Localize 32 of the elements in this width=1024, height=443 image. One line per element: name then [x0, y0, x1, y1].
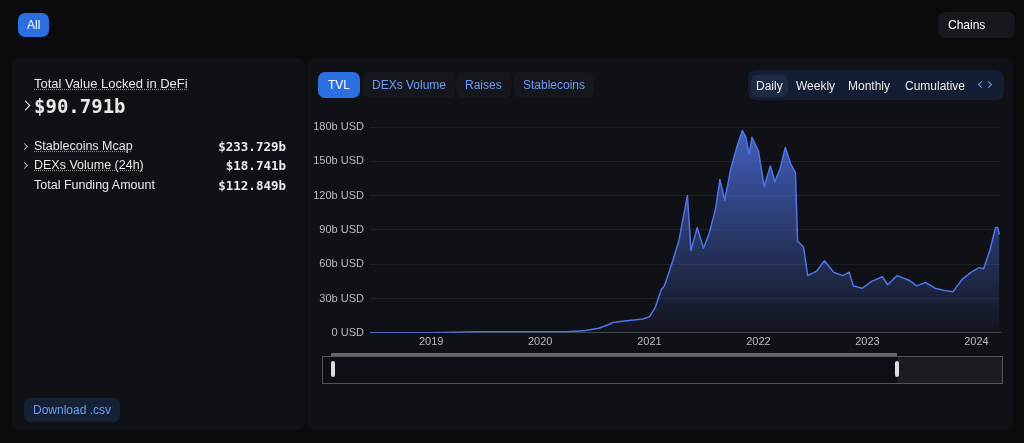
text: DEXs Volume (24h): [34, 158, 144, 172]
text: $112.849b: [218, 178, 286, 193]
x-tick-label: 2019: [418, 335, 444, 348]
y-tick-label: 30b USD: [319, 291, 365, 304]
text: Chains: [938, 12, 1016, 38]
x-tick-label: 2023: [855, 335, 880, 348]
x-tick-label: 2021: [637, 335, 662, 348]
x-tick-label: 2022: [746, 335, 771, 348]
y-tick-label: 60b USD: [319, 257, 365, 270]
text: TVL: [318, 72, 361, 98]
y-tick-label: 150b USD: [313, 154, 365, 167]
x-tick-label: 2020: [527, 335, 553, 348]
y-tick-label: 180b USD: [313, 120, 365, 133]
y-tick-label: 90b USD: [319, 222, 365, 235]
text: $90.791b: [34, 95, 126, 117]
y-tick-label: 120b USD: [313, 188, 365, 201]
text: Stablecoins Mcap: [34, 139, 133, 153]
text: $18.741b: [225, 158, 286, 173]
text: Weekly: [796, 79, 836, 93]
y-tick-label: 0 USD: [331, 325, 365, 338]
text: DEXs Volume: [363, 72, 456, 98]
text: Total Funding Amount: [34, 178, 155, 192]
text: Monthly: [848, 79, 891, 93]
text: Download .csv: [24, 398, 121, 422]
x-tick-label: 2024: [964, 335, 989, 348]
text: All: [18, 13, 50, 37]
text: Stablecoins: [514, 72, 595, 98]
text: Raises: [456, 72, 511, 98]
text: $233.729b: [218, 139, 286, 154]
text: Total Value Locked in DeFi: [34, 76, 188, 91]
text: Daily: [751, 75, 788, 97]
text: Cumulative: [905, 79, 966, 93]
